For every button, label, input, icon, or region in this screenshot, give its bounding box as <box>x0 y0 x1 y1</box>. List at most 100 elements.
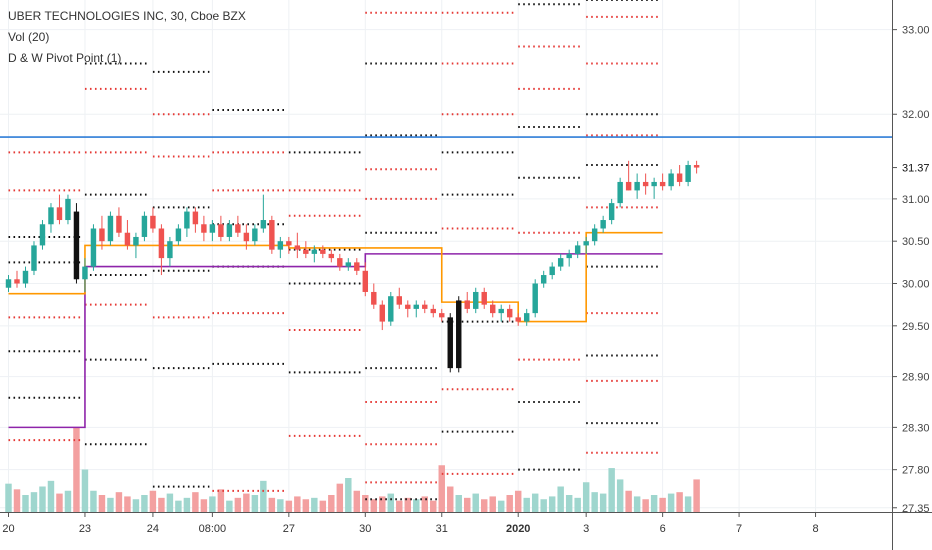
candle-body <box>192 211 199 225</box>
candle-body <box>141 215 148 237</box>
volume-bar <box>659 497 666 512</box>
candle-body <box>396 296 402 305</box>
candle-body <box>481 291 487 305</box>
volume-bar <box>90 490 97 512</box>
candle-body <box>175 228 182 242</box>
candle-body <box>549 266 555 276</box>
candle-body <box>693 165 700 168</box>
y-tick-label: 28.30 <box>902 422 930 434</box>
volume-bar <box>311 497 318 512</box>
volume-bar <box>472 493 479 512</box>
chart-grid <box>0 0 892 512</box>
volume-bar <box>582 482 590 512</box>
candle-body <box>277 241 284 250</box>
candle-body <box>311 249 318 254</box>
candle-body <box>464 300 470 309</box>
volume-bar <box>226 500 233 512</box>
volume-bar <box>481 499 488 512</box>
x-tick-label: 8 <box>812 523 818 535</box>
volume-bar <box>192 492 199 512</box>
y-tick-label: 30.00 <box>902 279 930 291</box>
candle-body <box>303 249 309 254</box>
candle-body <box>5 279 12 288</box>
candle-body <box>133 236 139 246</box>
candle-body <box>591 228 598 242</box>
candle-body <box>150 215 156 229</box>
candle-body <box>320 249 326 254</box>
x-tick-label: 30 <box>359 523 371 535</box>
x-axis-labels: 20 23 24 08:00 27 30 31 2020 3 6 7 8 <box>2 512 819 535</box>
volume-bar <box>430 500 437 512</box>
candle-body <box>201 224 207 233</box>
volume-bar <box>234 497 242 512</box>
volume-bar <box>141 495 148 512</box>
candle-body <box>413 304 419 309</box>
candle-body <box>430 308 436 314</box>
volume-bar <box>489 496 496 512</box>
candle-body <box>447 317 453 369</box>
volume-bar <box>531 493 539 512</box>
candle-body <box>73 211 80 280</box>
volume-bar <box>158 497 165 512</box>
volume-bar <box>362 495 369 512</box>
candle-body <box>659 181 666 187</box>
volume-bar <box>294 496 301 512</box>
candle-body <box>124 232 131 246</box>
volume-bar <box>506 495 513 512</box>
candle-body <box>48 207 54 225</box>
candle-body <box>473 291 479 309</box>
y-tick-label: 31.37 <box>902 163 930 175</box>
candle-body <box>328 253 335 259</box>
candle-body <box>506 308 513 318</box>
volume-bar <box>447 486 454 512</box>
volume-bar <box>548 496 556 512</box>
volume-bar <box>642 499 649 512</box>
volume-bar <box>47 480 55 512</box>
volume-bar <box>353 490 361 512</box>
y-axis-labels: 33.00 32.00 31.37 31.00 30.50 30.00 29.50 28.90… <box>892 25 930 515</box>
y-tick-label: 28.90 <box>902 372 930 384</box>
y-tick-label: 30.50 <box>902 236 930 248</box>
volume-bar <box>56 493 63 512</box>
candle-body <box>354 262 360 271</box>
candle-body <box>226 224 233 237</box>
volume-bar <box>39 486 46 512</box>
candle-body <box>405 304 411 309</box>
pivot-lines <box>8 231 663 429</box>
volume-bar <box>464 497 471 512</box>
y-tick-label: 31.00 <box>902 194 930 206</box>
x-tick-label: 08:00 <box>199 523 227 535</box>
volume-bar <box>667 493 675 512</box>
candle-body <box>209 224 216 233</box>
candle-body <box>294 245 301 250</box>
volume-indicator-label[interactable]: Vol (20) <box>8 30 50 44</box>
volume-bar <box>277 499 284 512</box>
candle-body <box>337 258 343 267</box>
y-tick-label: 27.80 <box>902 465 930 477</box>
volume-bar <box>81 469 89 512</box>
volume-bar <box>260 480 267 512</box>
volume-bar <box>73 427 80 512</box>
volume-bar <box>497 500 505 512</box>
y-tick-label: 33.00 <box>902 25 930 37</box>
weekly-pivot-line <box>8 253 663 429</box>
volume-bar <box>328 495 335 512</box>
volume-bar <box>684 496 692 512</box>
volume-bar <box>302 499 310 512</box>
volume-bar <box>523 497 530 512</box>
candle-body <box>651 181 657 187</box>
pivot-indicator-label[interactable]: D & W Pivot Point (1) <box>8 51 122 65</box>
y-tick-label: 27.35 <box>902 503 930 515</box>
candle-body <box>498 308 504 314</box>
x-tick-label: 3 <box>583 523 589 535</box>
symbol-title[interactable]: UBER TECHNOLOGIES INC, 30, Cboe BZX <box>8 9 246 23</box>
candle-body <box>260 220 267 229</box>
candle-body <box>600 220 606 229</box>
volume-bar <box>217 489 225 512</box>
candle-body <box>456 300 462 369</box>
candle-body <box>14 279 20 284</box>
volume-bar <box>413 499 420 512</box>
volume-bar <box>396 500 403 512</box>
